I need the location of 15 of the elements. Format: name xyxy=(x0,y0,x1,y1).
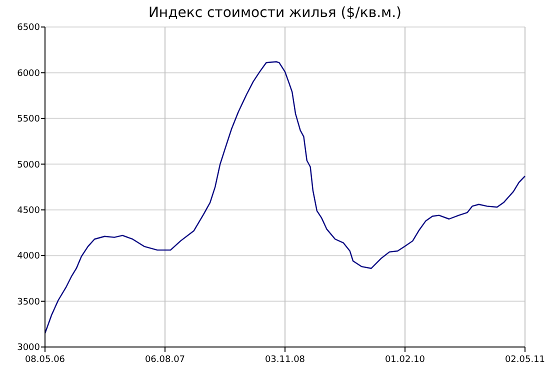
y-tick-label: 6000 xyxy=(17,68,40,79)
y-tick-label: 3500 xyxy=(17,297,40,308)
chart-title: Индекс стоимости жилья ($/кв.м.) xyxy=(148,5,402,21)
x-tick-label: 03.11.08 xyxy=(264,355,306,365)
y-tick-label: 4000 xyxy=(17,252,40,262)
line-series xyxy=(44,61,526,334)
y-tick-label: 4500 xyxy=(17,206,40,216)
y-tick-label: 3000 xyxy=(17,343,40,354)
x-tick-label: 02.05.11 xyxy=(504,355,546,365)
y-tick-label: 5000 xyxy=(17,160,40,170)
y-tick-label: 5500 xyxy=(17,114,40,125)
x-tick-label: 06.08.07 xyxy=(144,355,186,365)
x-tick-label: 01.02.10 xyxy=(384,355,426,365)
y-tick-label: 6500 xyxy=(17,23,40,34)
x-tick-label: 08.05.06 xyxy=(24,355,66,365)
